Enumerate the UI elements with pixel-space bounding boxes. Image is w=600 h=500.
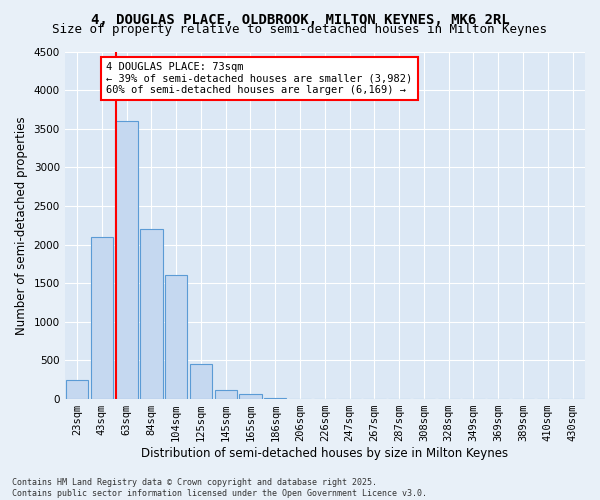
Bar xyxy=(66,380,88,399)
Text: Size of property relative to semi-detached houses in Milton Keynes: Size of property relative to semi-detach… xyxy=(53,22,548,36)
Bar xyxy=(190,364,212,399)
Text: 4, DOUGLAS PLACE, OLDBROOK, MILTON KEYNES, MK6 2RL: 4, DOUGLAS PLACE, OLDBROOK, MILTON KEYNE… xyxy=(91,12,509,26)
Text: 4 DOUGLAS PLACE: 73sqm
← 39% of semi-detached houses are smaller (3,982)
60% of : 4 DOUGLAS PLACE: 73sqm ← 39% of semi-det… xyxy=(106,62,413,95)
X-axis label: Distribution of semi-detached houses by size in Milton Keynes: Distribution of semi-detached houses by … xyxy=(141,447,508,460)
Bar xyxy=(239,394,262,399)
Bar xyxy=(264,398,286,399)
Bar xyxy=(165,276,187,399)
Bar xyxy=(140,229,163,399)
Y-axis label: Number of semi-detached properties: Number of semi-detached properties xyxy=(15,116,28,334)
Bar xyxy=(115,121,138,399)
Text: Contains HM Land Registry data © Crown copyright and database right 2025.
Contai: Contains HM Land Registry data © Crown c… xyxy=(12,478,427,498)
Bar xyxy=(215,390,237,399)
Bar xyxy=(91,237,113,399)
